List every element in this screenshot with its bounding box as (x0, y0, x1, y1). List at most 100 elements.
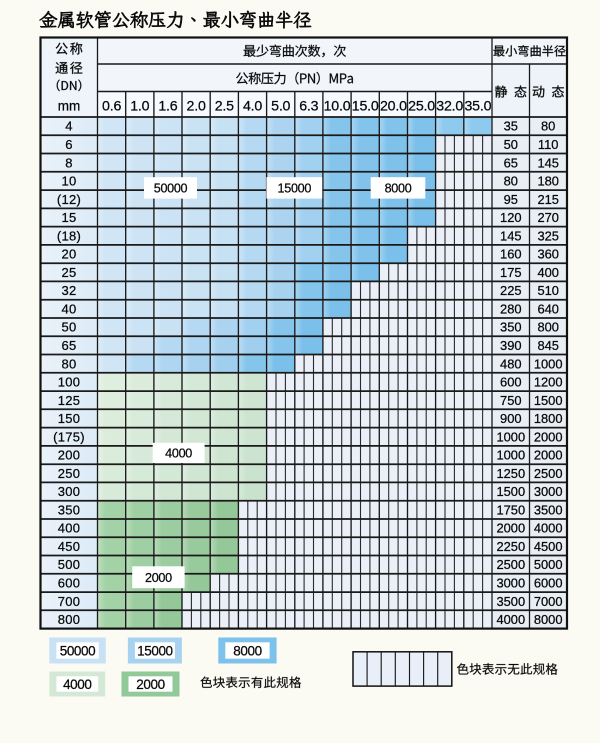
svg-text:5000: 5000 (534, 557, 563, 572)
svg-text:2000: 2000 (534, 429, 563, 444)
svg-text:1200: 1200 (534, 375, 563, 390)
svg-text:95: 95 (504, 192, 518, 207)
svg-text:15: 15 (61, 210, 76, 225)
svg-text:40: 40 (61, 302, 76, 317)
svg-text:350: 350 (58, 502, 81, 517)
svg-text:2.5: 2.5 (215, 98, 234, 114)
svg-text:32: 32 (61, 283, 76, 298)
svg-text:350: 350 (500, 320, 522, 335)
svg-text:80: 80 (504, 174, 518, 189)
svg-text:mm: mm (58, 99, 81, 114)
svg-text:(175): (175) (53, 429, 85, 444)
svg-text:15000: 15000 (137, 643, 173, 658)
svg-text:20.0: 20.0 (380, 98, 407, 114)
svg-text:8000: 8000 (534, 612, 563, 627)
svg-text:510: 510 (537, 283, 559, 298)
svg-text:640: 640 (537, 302, 559, 317)
svg-text:1800: 1800 (534, 411, 563, 426)
svg-text:50000: 50000 (154, 182, 188, 196)
svg-text:480: 480 (500, 356, 522, 371)
svg-text:120: 120 (500, 210, 522, 225)
svg-text:50: 50 (61, 320, 76, 335)
svg-text:2.0: 2.0 (187, 98, 206, 114)
svg-text:20: 20 (61, 247, 76, 262)
svg-text:4500: 4500 (534, 539, 563, 554)
svg-text:1.0: 1.0 (130, 98, 149, 114)
svg-text:1250: 1250 (496, 466, 525, 481)
svg-text:145: 145 (537, 155, 559, 170)
svg-text:2000: 2000 (534, 448, 563, 463)
svg-text:1500: 1500 (534, 393, 563, 408)
svg-text:325: 325 (537, 228, 559, 243)
svg-text:4000: 4000 (534, 521, 563, 536)
svg-text:5.0: 5.0 (271, 98, 290, 114)
svg-text:32.0: 32.0 (436, 98, 463, 114)
svg-text:65: 65 (61, 338, 76, 353)
svg-text:400: 400 (537, 265, 559, 280)
svg-text:8000: 8000 (385, 182, 412, 196)
svg-text:700: 700 (58, 594, 81, 609)
svg-text:500: 500 (58, 557, 81, 572)
svg-text:80: 80 (541, 119, 555, 134)
svg-text:800: 800 (58, 612, 81, 627)
svg-text:750: 750 (500, 393, 522, 408)
svg-text:1000: 1000 (496, 429, 525, 444)
svg-text:4000: 4000 (165, 447, 192, 461)
svg-text:3000: 3000 (496, 576, 525, 591)
svg-text:390: 390 (500, 338, 522, 353)
svg-text:10.0: 10.0 (324, 98, 351, 114)
svg-text:110: 110 (538, 137, 559, 152)
svg-text:1750: 1750 (496, 502, 525, 517)
svg-text:150: 150 (58, 411, 81, 426)
svg-text:6.3: 6.3 (299, 98, 318, 114)
svg-text:8000: 8000 (233, 643, 261, 658)
svg-text:6: 6 (65, 137, 73, 152)
svg-text:3500: 3500 (534, 502, 563, 517)
svg-text:100: 100 (58, 375, 81, 390)
svg-text:175: 175 (500, 265, 522, 280)
svg-text:125: 125 (58, 393, 81, 408)
svg-text:3500: 3500 (496, 594, 525, 609)
svg-text:360: 360 (537, 247, 559, 262)
svg-text:(12): (12) (57, 192, 81, 207)
svg-text:25: 25 (61, 265, 76, 280)
svg-text:2000: 2000 (136, 677, 164, 692)
svg-text:4000: 4000 (63, 677, 91, 692)
svg-text:80: 80 (61, 356, 76, 371)
svg-text:800: 800 (537, 320, 559, 335)
svg-text:2500: 2500 (496, 557, 525, 572)
svg-text:1000: 1000 (534, 356, 563, 371)
svg-text:35.0: 35.0 (464, 98, 491, 114)
svg-text:270: 270 (537, 210, 559, 225)
svg-text:160: 160 (500, 247, 522, 262)
svg-text:25.0: 25.0 (408, 98, 435, 114)
svg-text:225: 225 (500, 283, 522, 298)
svg-text:2000: 2000 (145, 571, 172, 585)
svg-text:3000: 3000 (534, 484, 563, 499)
svg-text:7000: 7000 (534, 594, 563, 609)
svg-text:2000: 2000 (496, 521, 525, 536)
svg-text:250: 250 (58, 466, 81, 481)
svg-text:15.0: 15.0 (352, 98, 379, 114)
svg-text:1.6: 1.6 (158, 98, 177, 114)
svg-text:50000: 50000 (60, 643, 96, 658)
svg-text:600: 600 (58, 576, 81, 591)
svg-text:2500: 2500 (534, 466, 563, 481)
svg-text:6000: 6000 (534, 576, 563, 591)
svg-text:1000: 1000 (496, 448, 525, 463)
svg-text:35: 35 (504, 119, 518, 134)
svg-text:845: 845 (537, 338, 559, 353)
svg-text:215: 215 (537, 192, 559, 207)
svg-text:2250: 2250 (496, 539, 525, 554)
svg-text:(18): (18) (57, 228, 81, 243)
svg-text:65: 65 (504, 155, 518, 170)
svg-text:145: 145 (500, 228, 522, 243)
svg-text:900: 900 (500, 411, 522, 426)
svg-text:4000: 4000 (496, 612, 525, 627)
svg-text:200: 200 (58, 448, 81, 463)
svg-text:0.6: 0.6 (102, 98, 121, 114)
svg-text:450: 450 (58, 539, 81, 554)
svg-text:4.0: 4.0 (243, 98, 262, 114)
svg-text:1500: 1500 (496, 484, 525, 499)
svg-text:600: 600 (500, 375, 522, 390)
